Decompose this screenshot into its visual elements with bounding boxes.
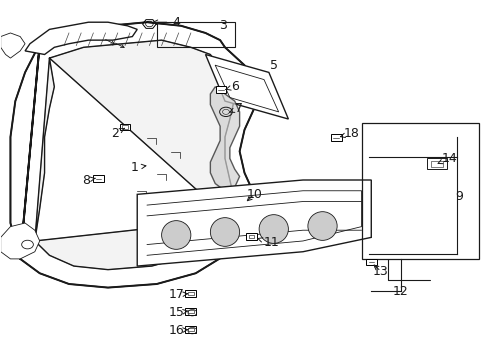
Text: 15: 15 — [168, 306, 187, 319]
Bar — [361, 123, 478, 259]
Text: 7: 7 — [229, 102, 242, 115]
Bar — [185, 309, 196, 315]
Ellipse shape — [259, 215, 288, 243]
Bar — [427, 158, 446, 169]
Text: 17: 17 — [168, 288, 187, 301]
Bar — [157, 22, 234, 47]
Polygon shape — [210, 87, 239, 191]
Bar — [185, 326, 196, 333]
Text: 18: 18 — [340, 127, 359, 140]
Text: 11: 11 — [257, 236, 279, 249]
Bar — [188, 292, 193, 295]
Polygon shape — [0, 223, 40, 259]
Ellipse shape — [161, 221, 190, 249]
Text: 13: 13 — [372, 265, 388, 278]
Text: 12: 12 — [392, 285, 407, 298]
Bar — [120, 124, 130, 130]
Bar — [188, 328, 193, 331]
Bar — [93, 175, 103, 182]
Text: 2: 2 — [111, 127, 124, 140]
Bar — [122, 125, 127, 129]
Polygon shape — [205, 54, 288, 119]
Polygon shape — [25, 22, 137, 54]
Polygon shape — [0, 33, 25, 58]
Text: 6: 6 — [225, 80, 238, 93]
Text: 10: 10 — [246, 188, 262, 201]
Bar — [246, 233, 257, 240]
Text: 3: 3 — [218, 19, 226, 32]
Bar — [430, 161, 443, 167]
Text: 5: 5 — [269, 59, 277, 72]
Polygon shape — [35, 40, 234, 270]
Text: 8: 8 — [82, 174, 95, 186]
Bar — [248, 235, 254, 238]
Text: 4: 4 — [153, 16, 180, 29]
Bar — [365, 258, 376, 265]
Polygon shape — [10, 22, 254, 288]
Text: 9: 9 — [454, 190, 462, 203]
Text: 1: 1 — [131, 161, 145, 174]
Polygon shape — [137, 180, 370, 266]
Ellipse shape — [210, 218, 239, 246]
Text: 14: 14 — [437, 152, 456, 165]
Bar — [185, 291, 196, 297]
Bar — [188, 310, 193, 313]
Ellipse shape — [307, 212, 336, 240]
Text: 16: 16 — [168, 324, 187, 337]
Bar — [330, 134, 341, 141]
Bar — [215, 86, 226, 93]
